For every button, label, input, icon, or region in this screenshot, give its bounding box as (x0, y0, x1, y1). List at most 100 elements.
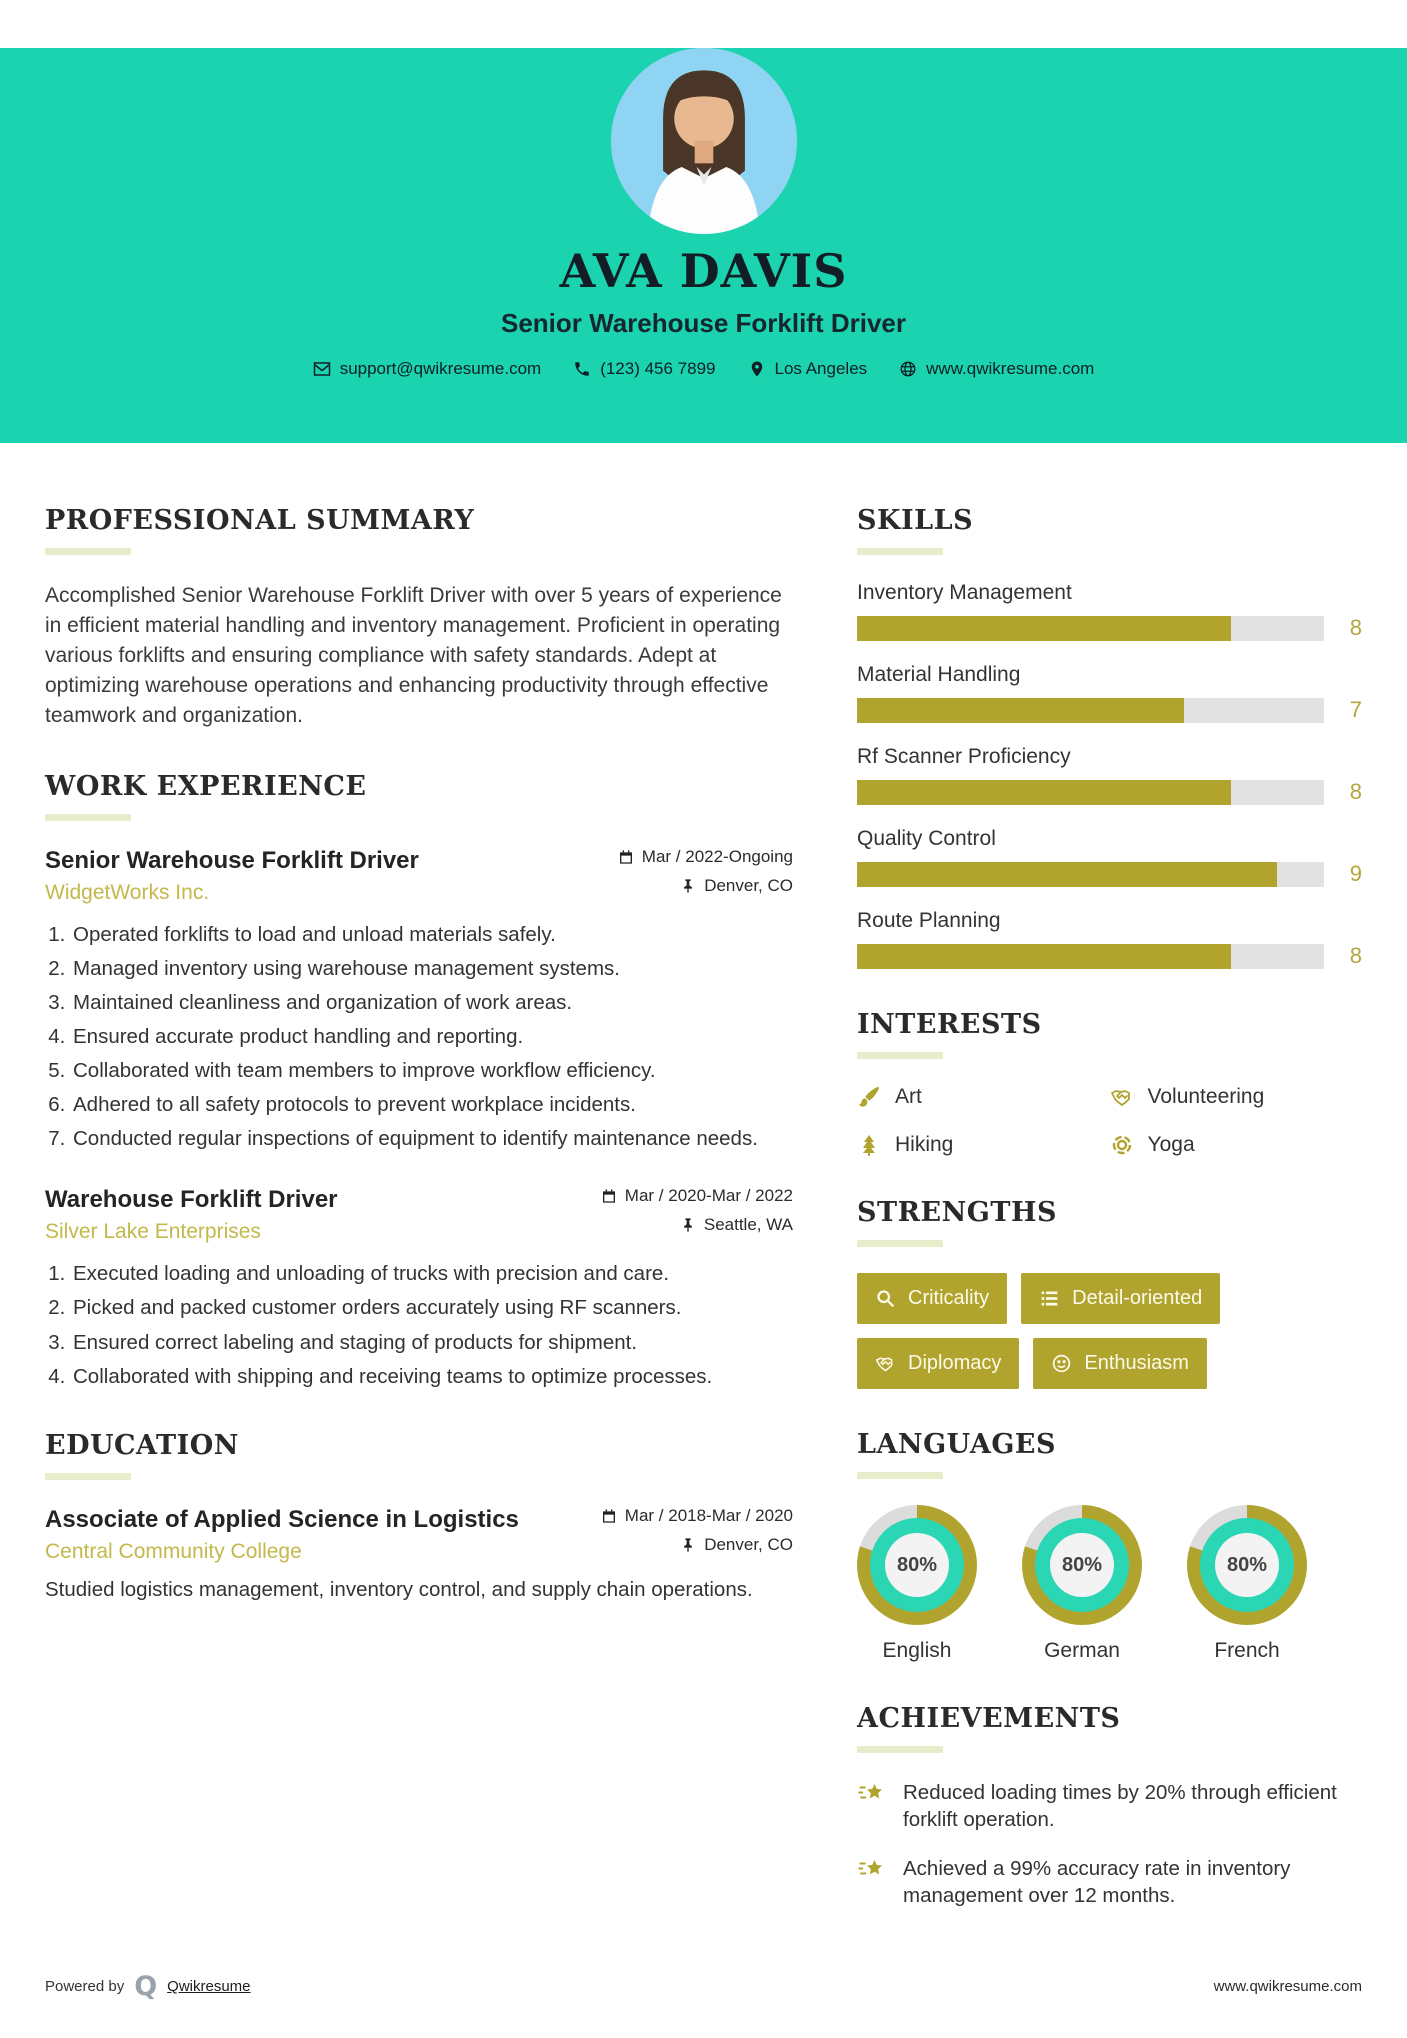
section-work-experience: WORK EXPERIENCE Senior Warehouse Forklif… (45, 771, 793, 1390)
skill-bar-fill (857, 861, 1278, 887)
job-entry: Senior Warehouse Forklift Driver WidgetW… (45, 847, 793, 1152)
strength-label: Diplomacy (908, 1352, 1002, 1374)
contact-location: Los Angeles (748, 359, 868, 379)
interest-label: Art (895, 1085, 922, 1108)
job-bullets: Executed loading and unloading of trucks… (45, 1260, 793, 1389)
interest-item: Hiking (857, 1133, 1110, 1157)
job-bullet: Managed inventory using warehouse manage… (71, 955, 793, 982)
interests-grid: Art Volunteering Hiking (857, 1085, 1362, 1157)
skill-item: Route Planning 8 (857, 909, 1362, 969)
interest-label: Yoga (1147, 1133, 1195, 1156)
language-item: 80% English (857, 1505, 977, 1663)
yoga-wheel-icon (1110, 1133, 1134, 1157)
heading-underline (45, 1472, 131, 1480)
section-heading: PROFESSIONAL SUMMARY (45, 505, 475, 536)
skill-bar-fill (857, 697, 1184, 723)
strength-label: Detail-oriented (1072, 1287, 1203, 1309)
degree-title: Associate of Applied Science in Logistic… (45, 1505, 519, 1533)
job-bullet: Maintained cleanliness and organization … (71, 989, 793, 1016)
contact-phone: (123) 456 7899 (573, 359, 716, 379)
education-meta: Mar / 2018-Mar / 2020 Denver, CO (601, 1506, 793, 1564)
donut-inner-ring: 80% (1035, 1518, 1129, 1612)
job-bullet: Operated forklifts to load and unload ma… (71, 921, 793, 948)
left-column: PROFESSIONAL SUMMARY Accomplished Senior… (45, 505, 793, 1949)
achievement-text: Achieved a 99% accuracy rate in inventor… (903, 1857, 1291, 1908)
achievement-item: Reduced loading times by 20% through eff… (857, 1779, 1362, 1833)
skill-bar (857, 861, 1324, 887)
powered-by-label: Powered by (45, 1978, 125, 1995)
strengths-list: Criticality Detail-oriented Diplomacy (857, 1273, 1277, 1389)
skill-score: 8 (1349, 943, 1362, 968)
skill-bar (857, 615, 1324, 641)
skill-bar (857, 697, 1324, 723)
education-location-text: Denver, CO (704, 1534, 793, 1554)
heading-underline (857, 1472, 943, 1479)
school-name: Central Community College (45, 1539, 302, 1563)
interest-item: Volunteering (1110, 1085, 1363, 1109)
contact-phone-text: (123) 456 7899 (600, 359, 716, 378)
strength-chip: Diplomacy (857, 1338, 1020, 1389)
job-header: Senior Warehouse Forklift Driver WidgetW… (45, 847, 793, 905)
list-icon (1039, 1288, 1060, 1309)
job-bullet: Collaborated with team members to improv… (71, 1057, 793, 1084)
job-bullet: Collaborated with shipping and receiving… (71, 1363, 793, 1390)
job-location-text: Seattle, WA (703, 1215, 793, 1235)
job-dates-text: Mar / 2022-Ongoing (641, 847, 793, 867)
donut-inner-ring: 80% (1200, 1518, 1294, 1612)
language-donut-chart: 80% (1187, 1505, 1307, 1625)
skill-bar-fill (857, 943, 1231, 969)
map-pin-icon (748, 360, 766, 378)
contact-website[interactable]: www.qwikresume.com (899, 359, 1094, 379)
education-description: Studied logistics management, inventory … (45, 1577, 753, 1601)
job-bullet: Ensured correct labeling and staging of … (71, 1329, 793, 1356)
section-heading: STRENGTHS (857, 1197, 1057, 1228)
section-strengths: STRENGTHS Criticality Detail-oriented (857, 1197, 1362, 1389)
header-banner: AVA DAVIS Senior Warehouse Forklift Driv… (0, 48, 1407, 443)
skill-bar (857, 779, 1324, 805)
language-item: 80% German (1022, 1505, 1142, 1663)
pushpin-icon (680, 1537, 696, 1553)
language-percent: 80% (885, 1533, 949, 1597)
contact-location-text: Los Angeles (774, 359, 868, 378)
job-company: WidgetWorks Inc. (45, 881, 210, 905)
interest-label: Volunteering (1147, 1085, 1265, 1108)
skill-item: Rf Scanner Proficiency 8 (857, 745, 1362, 805)
calendar-icon (618, 849, 634, 865)
job-location-text: Denver, CO (704, 876, 793, 896)
language-item: 80% French (1187, 1505, 1307, 1663)
job-title: Senior Warehouse Forklift Driver (45, 847, 419, 875)
calendar-icon (601, 1188, 617, 1204)
skill-score: 8 (1349, 779, 1362, 804)
interest-item: Art (857, 1085, 1110, 1109)
skill-score: 7 (1349, 697, 1362, 722)
job-bullet: Ensured accurate product handling and re… (71, 1023, 793, 1050)
education-dates: Mar / 2018-Mar / 2020 (601, 1506, 793, 1526)
magnifier-icon (875, 1288, 896, 1309)
skill-label: Rf Scanner Proficiency (857, 745, 1071, 768)
heading-underline (857, 1052, 943, 1059)
strength-chip: Enthusiasm (1033, 1338, 1207, 1389)
skill-label: Quality Control (857, 827, 996, 850)
interest-item: Yoga (1110, 1133, 1363, 1157)
section-heading: SKILLS (857, 505, 974, 536)
contact-row: support@qwikresume.com (123) 456 7899 Lo… (0, 359, 1407, 379)
section-heading: ACHIEVEMENTS (857, 1703, 1121, 1734)
language-donut-chart: 80% (1022, 1505, 1142, 1625)
qwikresume-link[interactable]: Qwikresume (167, 1978, 251, 1995)
section-achievements: ACHIEVEMENTS Reduced loading times by 20… (857, 1703, 1362, 1909)
tree-icon (857, 1133, 881, 1157)
section-education: EDUCATION Associate of Applied Science i… (45, 1430, 793, 1604)
smiley-icon (1051, 1353, 1072, 1374)
footer-website: www.qwikresume.com (1213, 1978, 1362, 1995)
skill-score: 8 (1349, 615, 1362, 640)
candidate-title: Senior Warehouse Forklift Driver (500, 308, 907, 338)
contact-email[interactable]: support@qwikresume.com (313, 359, 541, 379)
education-dates-text: Mar / 2018-Mar / 2020 (624, 1505, 793, 1525)
heading-underline (857, 1746, 943, 1753)
section-professional-summary: PROFESSIONAL SUMMARY Accomplished Senior… (45, 505, 793, 731)
skill-label: Route Planning (857, 909, 1001, 932)
strength-chip: Criticality (857, 1273, 1008, 1324)
languages-row: 80% English 80% German (857, 1505, 1362, 1663)
candidate-name: AVA DAVIS (559, 244, 848, 298)
job-meta: Mar / 2022-Ongoing Denver, CO (618, 847, 793, 905)
